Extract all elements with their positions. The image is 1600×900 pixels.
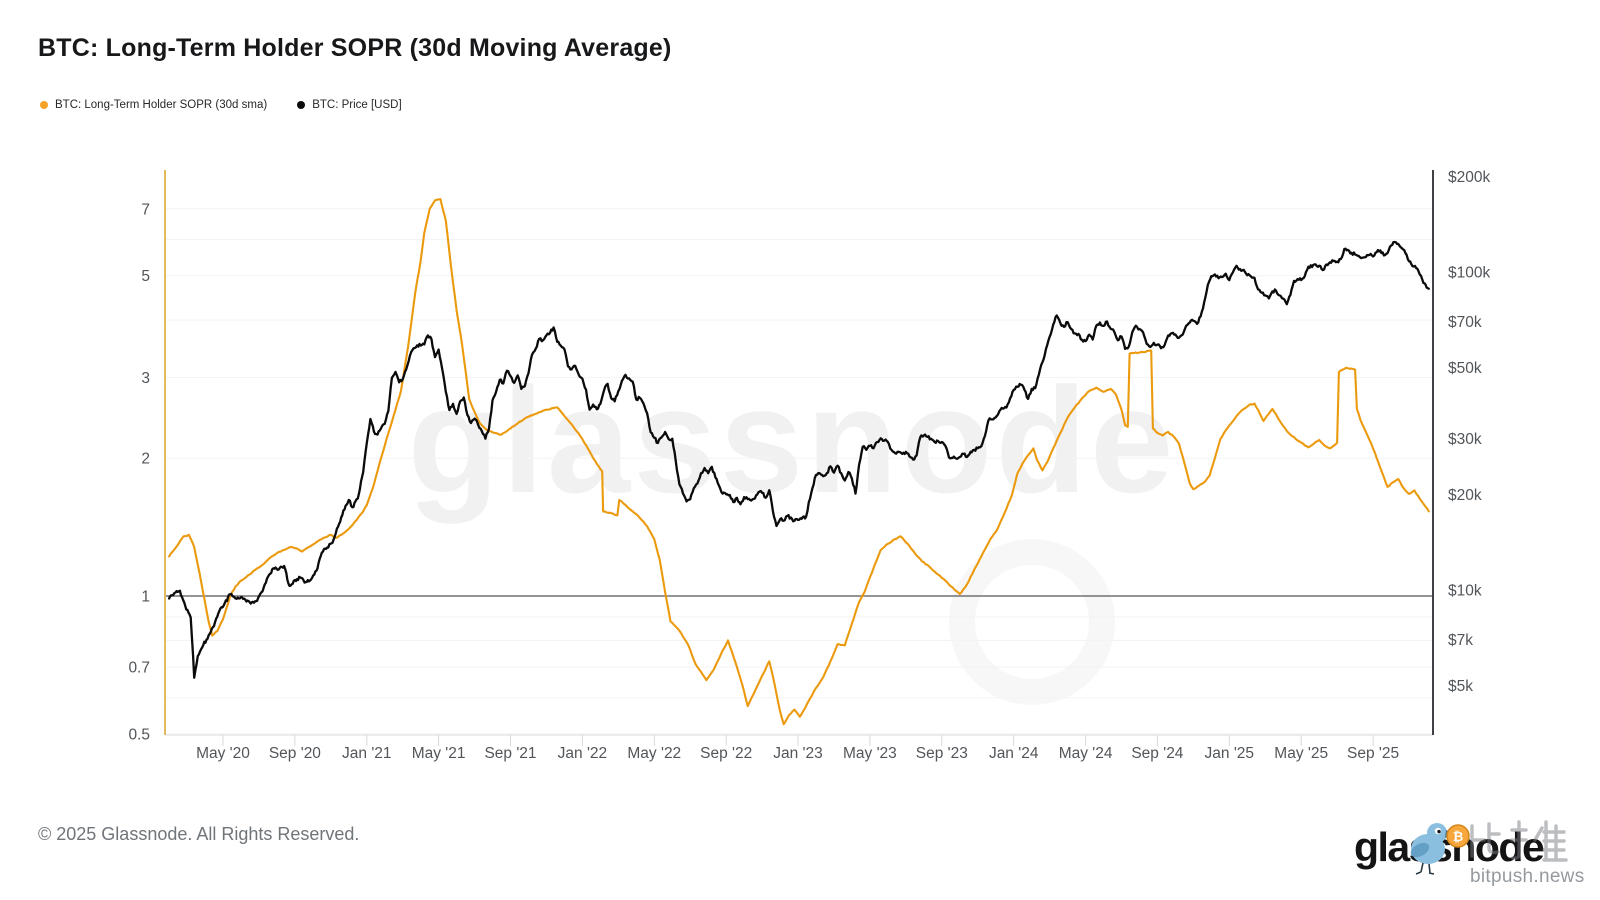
bitpush-watermark: ₿ xyxy=(1410,820,1568,875)
x-axis-label: Sep '25 xyxy=(1347,745,1399,762)
x-axis-label: Sep '23 xyxy=(916,745,968,762)
legend-item-price[interactable]: BTC: Price [USD] xyxy=(297,99,402,111)
x-axis-label: May '24 xyxy=(1059,745,1113,762)
chart-legend: BTC: Long-Term Holder SOPR (30d sma) BTC… xyxy=(40,99,402,111)
x-axis-label: Jan '21 xyxy=(342,745,392,762)
y-right-label: $5k xyxy=(1448,678,1473,695)
y-left-label: 3 xyxy=(141,370,150,387)
legend-label-sopr: BTC: Long-Term Holder SOPR (30d sma) xyxy=(55,99,268,111)
legend-label-price: BTC: Price [USD] xyxy=(312,99,402,111)
sopr-line xyxy=(168,198,1430,726)
x-axis-label: May '21 xyxy=(412,745,466,762)
x-axis-label: May '20 xyxy=(196,745,250,762)
glassnode-logo: glassnode ₿ bitp xyxy=(1350,812,1600,892)
y-right-label: $70k xyxy=(1448,314,1482,331)
y-left-label: 2 xyxy=(141,451,150,468)
x-axis-label: Sep '22 xyxy=(700,745,752,762)
legend-item-sopr[interactable]: BTC: Long-Term Holder SOPR (30d sma) xyxy=(40,99,267,111)
center-watermark: glassnode xyxy=(408,356,1177,524)
x-axis-label: Jan '24 xyxy=(989,745,1039,762)
page-title: BTC: Long-Term Holder SOPR (30d Moving A… xyxy=(38,34,672,62)
y-right-label: $200k xyxy=(1448,169,1490,186)
x-axis-label: May '23 xyxy=(843,745,897,762)
y-left-label: 7 xyxy=(141,201,150,218)
plot-area[interactable] xyxy=(165,170,1433,735)
bitcoin-coin-icon: ₿ xyxy=(1446,824,1470,848)
x-axis-label: Sep '21 xyxy=(484,745,536,762)
x-axis-label: May '22 xyxy=(627,745,681,762)
y-left-label: 0.5 xyxy=(128,726,150,743)
cjk-watermark-icon xyxy=(1470,820,1568,862)
y-right-label: $50k xyxy=(1448,360,1482,377)
x-axis-label: Jan '22 xyxy=(558,745,608,762)
y-right-label: $7k xyxy=(1448,632,1473,649)
bitpush-site-text: bitpush.news xyxy=(1470,866,1585,887)
x-axis-label: Jan '23 xyxy=(773,745,823,762)
sopr-legend-dot-icon xyxy=(40,101,48,109)
y-right-label: $30k xyxy=(1448,431,1482,448)
y-right-label: $100k xyxy=(1448,265,1490,282)
x-axis-label: May '25 xyxy=(1274,745,1328,762)
price-legend-dot-icon xyxy=(297,101,306,109)
svg-text:₿: ₿ xyxy=(1453,830,1464,845)
y-left-label: 0.7 xyxy=(128,660,150,677)
copyright-text: © 2025 Glassnode. All Rights Reserved. xyxy=(38,824,360,844)
y-left-label: 5 xyxy=(141,268,150,285)
y-right-label: $10k xyxy=(1448,583,1482,600)
y-left-label: 1 xyxy=(141,589,150,606)
y-right-label: $20k xyxy=(1448,487,1482,504)
price-line xyxy=(167,240,1430,679)
x-axis-label: Sep '24 xyxy=(1131,745,1183,762)
x-axis-label: Jan '25 xyxy=(1205,745,1255,762)
x-axis-label: Sep '20 xyxy=(269,745,321,762)
